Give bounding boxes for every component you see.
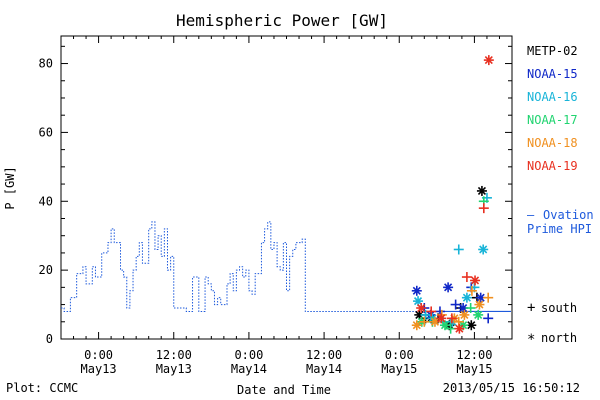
x-tick-time-label: 0:00 <box>84 348 113 362</box>
data-point <box>476 185 487 196</box>
marker-stroke <box>479 245 488 254</box>
x-axis: 0:00May1312:00May130:00May1412:00May140:… <box>60 36 513 376</box>
timestamp: 2013/05/15 16:50:12 <box>442 381 580 395</box>
x-tick-date-label: May15 <box>456 362 492 376</box>
marker-stroke <box>412 286 421 295</box>
x-tick-date-label: May13 <box>156 362 192 376</box>
x-tick-time-label: 0:00 <box>234 348 263 362</box>
data-point <box>439 320 450 331</box>
data-point <box>483 292 494 303</box>
marker-stroke <box>475 300 484 309</box>
data-point <box>473 309 484 320</box>
data-point <box>419 316 430 327</box>
data-point <box>453 244 464 255</box>
data-point <box>478 244 489 255</box>
x-tick-time-label: 12:00 <box>156 348 192 362</box>
y-tick-label: 60 <box>39 125 53 139</box>
marker-stroke <box>417 303 426 313</box>
data-point <box>459 309 470 320</box>
marker-stroke <box>462 293 471 302</box>
data-point <box>466 320 477 331</box>
x-tick-date-label: May15 <box>381 362 417 376</box>
marker-stroke <box>477 186 486 196</box>
marker-stroke <box>474 310 483 319</box>
data-point <box>446 313 457 324</box>
marker-stroke <box>459 303 468 313</box>
x-tick-date-label: May14 <box>306 362 342 376</box>
ovation-legend-dash: — <box>527 208 535 222</box>
data-point <box>483 313 494 324</box>
data-point <box>411 320 422 331</box>
x-tick-date-label: May13 <box>81 362 117 376</box>
legend-entry: NOAA-18 <box>527 136 578 150</box>
north-symbol: * <box>527 332 535 348</box>
x-tick-time-label: 12:00 <box>456 348 492 362</box>
marker-stroke <box>437 314 446 323</box>
data-point <box>445 323 456 334</box>
y-tick-label: 80 <box>39 57 53 71</box>
legend-entry: NOAA-19 <box>527 159 578 173</box>
data-point <box>416 303 427 314</box>
marker-stroke <box>484 56 493 65</box>
x-tick-time-label: 0:00 <box>385 348 414 362</box>
data-point <box>474 299 485 310</box>
y-tick-label: 0 <box>46 332 53 346</box>
legend-entry: NOAA-15 <box>527 67 578 81</box>
data-point <box>461 272 472 283</box>
hpi-series-line <box>61 221 440 312</box>
marker-stroke <box>455 324 464 333</box>
y-tick-label: 40 <box>39 194 53 208</box>
data-point <box>466 285 477 296</box>
south-label: south <box>541 301 577 315</box>
data-point <box>454 323 465 334</box>
series-layer <box>61 55 511 334</box>
chart-title: Hemispheric Power [GW] <box>176 11 388 30</box>
marker-stroke <box>440 321 450 330</box>
legend-entry: NOAA-16 <box>527 90 578 104</box>
marker-stroke <box>413 297 423 306</box>
data-point <box>465 303 476 314</box>
plot-frame <box>60 35 513 340</box>
legend: METP-02 NOAA-15 NOAA-16 NOAA-17 NOAA-18 NOAA-… <box>527 44 578 173</box>
marker-stroke <box>470 276 480 285</box>
data-point <box>411 285 422 296</box>
data-point <box>470 275 481 286</box>
data-point <box>443 282 454 293</box>
data-point <box>450 299 461 310</box>
series-noaa-19 <box>416 55 494 334</box>
legend-entry: NOAA-17 <box>527 113 578 127</box>
data-point <box>420 309 431 320</box>
data-point <box>426 306 437 317</box>
x-axis-label: Date and Time <box>237 383 331 397</box>
y-axis: 0 20 40 60 80 <box>39 45 512 346</box>
legend-entry: METP-02 <box>527 44 578 58</box>
marker-stroke <box>467 321 476 330</box>
marker-stroke <box>444 283 453 292</box>
data-point <box>483 55 494 66</box>
marker-stroke <box>412 321 421 330</box>
y-tick-label: 20 <box>39 263 53 277</box>
data-point <box>461 292 472 303</box>
south-symbol: + <box>527 300 535 316</box>
north-label: north <box>541 331 577 345</box>
marker-stroke <box>476 293 485 302</box>
marker-stroke <box>460 310 469 319</box>
x-tick-date-label: May14 <box>231 362 267 376</box>
data-point <box>478 203 489 214</box>
plot-credit: Plot: CCMC <box>6 381 79 395</box>
x-tick-time-label: 12:00 <box>306 348 342 362</box>
data-point <box>436 313 447 324</box>
ovation-legend-label-line2: Prime HPI <box>527 222 592 236</box>
y-axis-label: P [GW] <box>3 166 17 209</box>
marker-stroke <box>430 317 440 326</box>
ovation-legend-label-line1: Ovation <box>543 208 594 222</box>
